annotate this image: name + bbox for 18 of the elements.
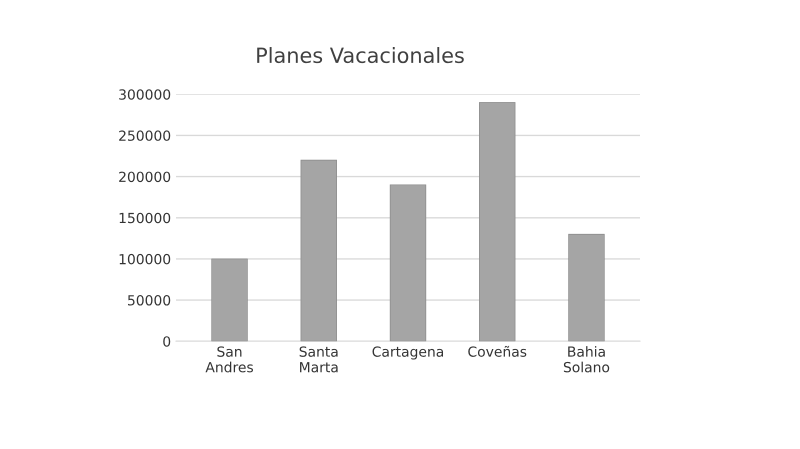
y-tick-label: 150000 (120, 212, 170, 224)
y-tick-label: 300000 (119, 89, 170, 100)
chart-title: Planes Vacacionales (257, 47, 464, 64)
x-tick-label: Bahia Solano (564, 346, 610, 372)
y-tick-label: 100000 (120, 254, 170, 264)
y-tick-label: 250000 (119, 130, 170, 141)
bar (390, 184, 426, 342)
y-tick-label: 50000 (128, 295, 170, 306)
bar (568, 234, 605, 342)
x-tick-label: Santa Marta (300, 346, 338, 372)
y-tick-label: 0 (163, 336, 170, 347)
bar (300, 160, 337, 342)
x-tick-label: San Andres (206, 346, 254, 372)
y-tick-label: 200000 (119, 172, 170, 182)
x-tick-label: Coveñas (468, 346, 526, 357)
x-tick-label: Cartagena (372, 346, 444, 360)
bar (479, 102, 516, 342)
bar (211, 258, 248, 342)
